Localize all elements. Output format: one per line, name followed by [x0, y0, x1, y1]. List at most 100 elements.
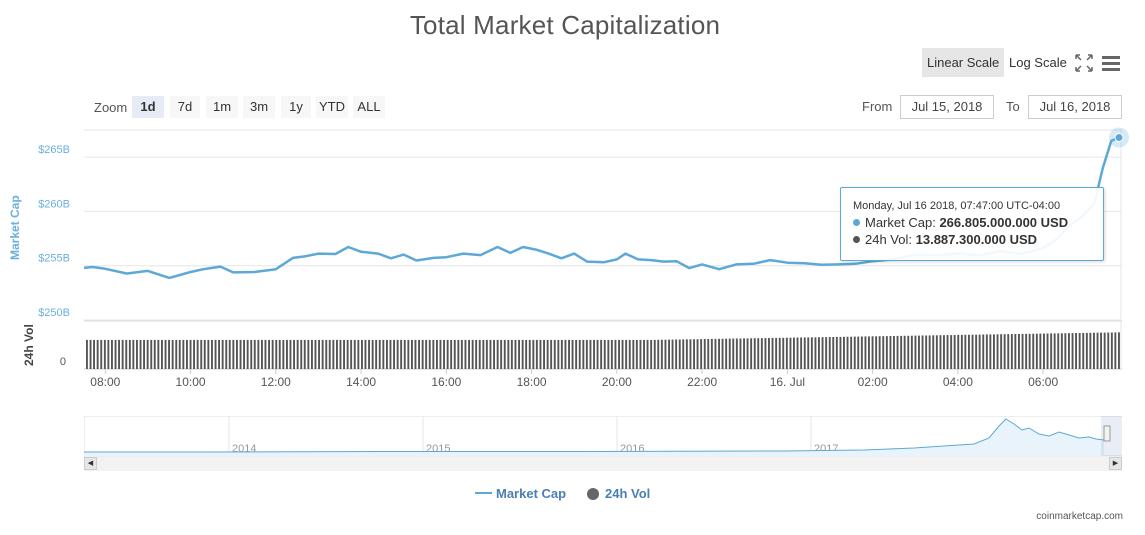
volume-bar	[218, 339, 220, 369]
fullscreen-icon[interactable]	[1074, 53, 1094, 73]
volume-bar	[478, 339, 481, 369]
volume-bar	[857, 336, 860, 369]
scroll-left-button[interactable]: ◀	[84, 457, 97, 470]
volume-bar	[414, 339, 417, 369]
zoom-button-1m[interactable]: 1m	[206, 96, 238, 118]
volume-bar	[264, 339, 267, 369]
volume-bar	[96, 339, 99, 369]
volume-bar	[1014, 334, 1017, 369]
market-cap-legend-icon	[475, 492, 492, 494]
volume-bar	[257, 339, 260, 369]
volume-bar	[635, 339, 638, 369]
navigator-handle[interactable]	[1103, 425, 1111, 442]
navigator-scrollbar-track[interactable]	[84, 457, 1122, 471]
volume-bar	[860, 336, 863, 369]
volume-bar	[425, 339, 428, 369]
volume-bar	[321, 339, 324, 369]
volume-bar	[682, 339, 685, 369]
volume-bar	[89, 339, 92, 369]
volume-bar	[750, 338, 753, 369]
volume-bar	[507, 339, 510, 369]
credit-link[interactable]: coinmarketcap.com	[1036, 511, 1123, 522]
volume-bar	[664, 339, 667, 369]
volume-bar	[760, 338, 763, 369]
volume-bar	[878, 336, 881, 369]
zoom-button-7d[interactable]: 7d	[170, 96, 200, 118]
volume-bar	[1089, 332, 1092, 369]
volume-bar	[596, 339, 599, 369]
volume-bar	[582, 339, 585, 369]
volume-bar	[796, 337, 799, 369]
volume-bar	[610, 339, 613, 369]
volume-bar	[482, 339, 485, 369]
volume-bar	[757, 338, 760, 369]
volume-bar	[200, 339, 203, 369]
to-date-input[interactable]	[1028, 95, 1122, 119]
volume-bar	[1032, 333, 1035, 369]
linear-scale-button[interactable]: Linear Scale	[922, 48, 1005, 77]
zoom-button-3m[interactable]: 3m	[243, 96, 275, 118]
volume-bar	[868, 336, 870, 369]
volume-bar	[607, 339, 610, 369]
volume-bar	[503, 339, 506, 369]
volume-bar	[568, 339, 570, 369]
legend-volume[interactable]: 24h Vol	[587, 486, 650, 501]
volume-bar	[514, 339, 517, 369]
volume-bar	[585, 339, 588, 369]
zoom-button-ytd[interactable]: YTD	[316, 96, 348, 118]
volume-bar	[525, 339, 528, 369]
legend-vol-label: 24h Vol	[605, 486, 651, 501]
zoom-button-1d[interactable]: 1d	[132, 96, 164, 118]
log-scale-button[interactable]: Log Scale	[1009, 55, 1067, 70]
volume-bar	[710, 338, 713, 369]
tooltip-market-cap-label: Market Cap:	[865, 215, 936, 230]
volume-bar	[236, 339, 238, 369]
volume-bar	[957, 334, 960, 369]
volume-bar	[996, 334, 999, 369]
volume-bar	[978, 334, 981, 369]
legend-market-cap[interactable]: Market Cap	[475, 486, 566, 501]
volume-bar	[907, 335, 910, 369]
volume-bar	[778, 337, 781, 369]
hover-point	[1114, 133, 1124, 143]
volume-bar	[157, 339, 160, 369]
scroll-right-button[interactable]: ▶	[1109, 457, 1122, 470]
volume-bar	[557, 339, 560, 369]
volume-bar	[560, 339, 563, 369]
volume-bar	[336, 339, 338, 369]
volume-bar	[1043, 333, 1045, 369]
volume-bar	[378, 339, 381, 369]
volume-bar	[111, 339, 113, 369]
volume-bar	[693, 339, 695, 369]
volume-bar	[771, 337, 774, 369]
volume-bar	[571, 339, 574, 369]
volume-bar	[528, 339, 531, 369]
volume-bar	[982, 334, 985, 369]
volume-bar	[1107, 332, 1110, 369]
chart-title: Total Market Capitalization	[409, 10, 721, 40]
market-cap-chart[interactable]: $250B $255B $260B $265B 0 08:00 10:00 12:00 14:…	[0, 0, 1145, 400]
volume-bar	[450, 339, 453, 369]
volume-bar	[621, 339, 624, 369]
volume-bar	[196, 339, 199, 369]
volume-bar	[775, 337, 778, 369]
volume-bar	[289, 339, 292, 369]
volume-bar	[128, 339, 131, 369]
zoom-button-1y[interactable]: 1y	[281, 96, 311, 118]
from-date-input[interactable]	[900, 95, 994, 119]
volume-bar	[243, 339, 245, 369]
volume-bar	[618, 339, 620, 369]
volume-bar	[689, 339, 692, 369]
volume-bar	[960, 334, 963, 369]
volume-bar	[153, 339, 156, 369]
navigator[interactable]: 20142015201620172018	[84, 416, 1122, 472]
volume-bar	[818, 337, 820, 369]
volume-bar	[1068, 333, 1070, 369]
volume-bar	[318, 339, 320, 369]
volume-bar	[1021, 333, 1024, 369]
menu-icon[interactable]	[1101, 54, 1121, 72]
volume-bar	[928, 335, 931, 369]
zoom-button-all[interactable]: ALL	[353, 96, 385, 118]
volume-bar	[493, 339, 495, 369]
volume-bar	[703, 339, 706, 369]
